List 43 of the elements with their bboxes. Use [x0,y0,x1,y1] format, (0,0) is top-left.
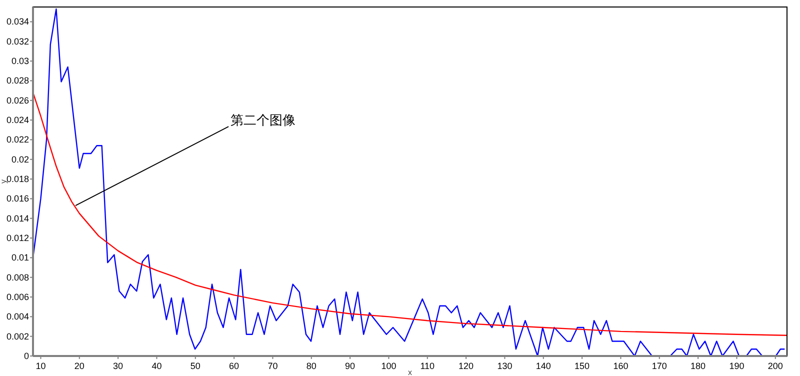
x-tick-label: 140 [536,361,551,371]
y-tick-label: 0.002 [6,331,29,342]
x-tick-label: 170 [652,361,667,371]
y-tick-label: 0.01 [11,252,29,263]
y-tick-label: 0 [24,351,29,361]
x-tick-label: 20 [74,361,84,371]
x-tick-label: 130 [497,361,512,371]
x-tick-label: 60 [229,361,240,371]
x-tick-label: 100 [381,361,396,371]
x-axis-title: x [408,368,412,376]
x-tick-label: 110 [420,361,435,371]
x-tick-label: 120 [458,361,474,371]
y-tick-label: 0.014 [6,213,29,224]
x-tick-label: 90 [345,361,356,371]
y-tick-label: 0.026 [6,95,29,106]
y-axis-title: y [0,180,8,184]
x-tick-label: 150 [574,361,590,371]
x-tick-label: 190 [729,361,744,371]
x-tick-label: 160 [613,361,628,371]
x-tick-label: 50 [190,361,200,371]
annotation: 第二个图像 [230,112,296,128]
x-tick-label: 10 [36,361,46,371]
y-tick-label: 0.016 [6,194,29,204]
y-tick-label: 0.02 [11,154,29,164]
y-tick-label: 0.034 [6,16,29,27]
line-series [32,92,788,336]
y-tick-label: 0.03 [11,56,29,66]
x-tick-label: 30 [113,361,124,371]
y-tick-label: 0.018 [6,174,29,184]
y-tick-label: 0.024 [6,115,29,126]
y-tick-label: 0.022 [6,134,29,145]
line-series [32,8,786,357]
x-tick-label: 40 [152,361,162,371]
y-tick-label: 0.032 [6,36,29,46]
y-tick-label: 0.008 [6,272,29,282]
y-tick-label: 0.004 [6,312,29,322]
x-tick-label: 200 [768,361,783,371]
y-tick-label: 0.012 [6,233,29,244]
y-tick-label: 0.006 [6,292,29,302]
x-tick-label: 70 [268,361,278,371]
x-tick-label: 80 [306,361,316,371]
y-tick-label: 0.028 [6,76,29,86]
x-tick-label: 180 [690,361,706,371]
